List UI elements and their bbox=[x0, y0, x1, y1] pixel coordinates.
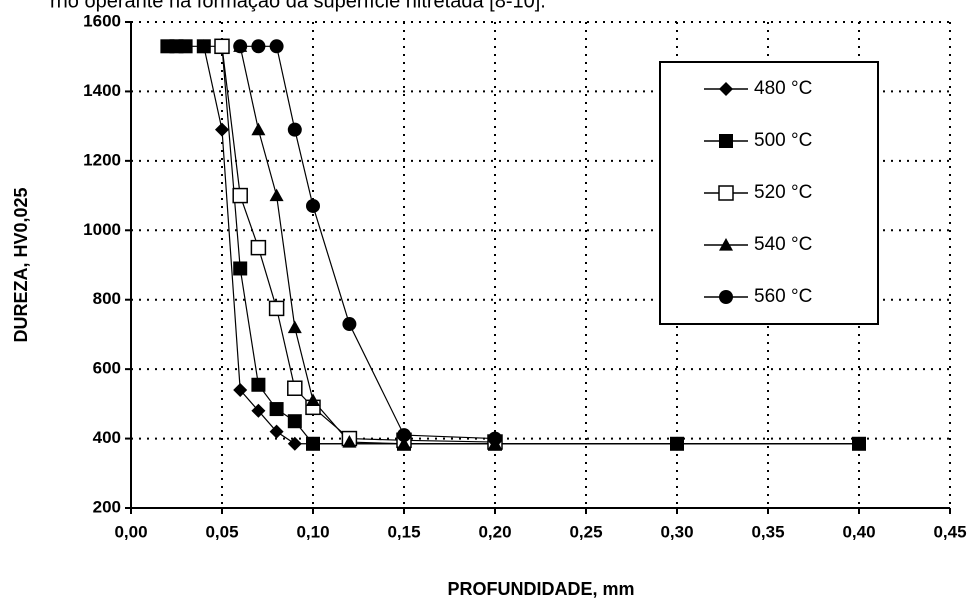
marker bbox=[488, 431, 502, 446]
y-tick-label: 1400 bbox=[83, 81, 121, 100]
marker bbox=[719, 134, 733, 148]
marker bbox=[269, 424, 284, 439]
y-tick-label: 800 bbox=[93, 289, 121, 308]
marker bbox=[214, 38, 230, 55]
marker bbox=[670, 436, 684, 450]
marker bbox=[718, 185, 734, 201]
y-tick-label: 200 bbox=[93, 497, 121, 516]
x-tick-label: 0,30 bbox=[660, 522, 693, 541]
series-line bbox=[240, 45, 496, 440]
y-tick-label: 1600 bbox=[83, 11, 121, 30]
marker bbox=[397, 428, 411, 443]
marker bbox=[269, 39, 284, 54]
marker bbox=[397, 436, 411, 450]
marker bbox=[251, 122, 266, 136]
marker bbox=[196, 39, 211, 54]
marker bbox=[342, 435, 357, 448]
x-tick-label: 0,10 bbox=[296, 522, 329, 541]
marker bbox=[342, 317, 357, 332]
marker bbox=[287, 414, 302, 429]
marker bbox=[232, 187, 248, 204]
y-tick-label: 600 bbox=[93, 359, 121, 378]
marker bbox=[233, 382, 248, 397]
x-axis-label: PROFUNDIDADE, mm bbox=[447, 579, 634, 599]
x-tick-label: 0,45 bbox=[933, 522, 966, 541]
marker bbox=[306, 198, 320, 213]
marker bbox=[215, 122, 229, 137]
legend-label: 540 °C bbox=[754, 234, 812, 255]
chart-title: rno operante na formação da superfície n… bbox=[50, 0, 546, 12]
y-tick-label: 1000 bbox=[83, 220, 121, 239]
marker bbox=[852, 436, 866, 450]
series-line bbox=[239, 46, 859, 445]
marker bbox=[251, 403, 266, 418]
legend-label: 500 °C bbox=[754, 130, 812, 151]
marker bbox=[233, 39, 248, 54]
marker bbox=[178, 39, 193, 54]
marker bbox=[233, 261, 248, 276]
marker bbox=[268, 300, 285, 317]
marker bbox=[287, 320, 302, 334]
marker bbox=[287, 122, 302, 137]
y-axis-label: DUREZA, HV0,025 bbox=[11, 187, 31, 342]
marker bbox=[719, 238, 733, 251]
legend-label: 480 °C bbox=[754, 78, 812, 99]
marker bbox=[719, 82, 733, 96]
marker bbox=[306, 436, 320, 451]
x-tick-label: 0,15 bbox=[387, 522, 420, 541]
marker bbox=[287, 436, 302, 451]
marker bbox=[719, 290, 733, 304]
y-tick-label: 1200 bbox=[83, 150, 121, 169]
x-tick-label: 0,40 bbox=[842, 522, 875, 541]
y-tick-label: 400 bbox=[93, 428, 121, 447]
marker bbox=[306, 393, 320, 406]
marker bbox=[269, 188, 284, 202]
legend-box bbox=[659, 61, 879, 325]
marker bbox=[287, 380, 303, 396]
legend-label: 560 °C bbox=[754, 286, 812, 307]
x-tick-label: 0,00 bbox=[114, 522, 147, 541]
x-tick-label: 0,25 bbox=[569, 522, 602, 541]
marker bbox=[269, 402, 284, 417]
marker bbox=[251, 39, 266, 54]
x-tick-label: 0,20 bbox=[478, 522, 511, 541]
marker bbox=[250, 239, 267, 256]
x-tick-label: 0,05 bbox=[205, 522, 238, 541]
legend-label: 520 °C bbox=[754, 182, 812, 203]
x-tick-label: 0,35 bbox=[751, 522, 784, 541]
marker bbox=[251, 377, 266, 392]
